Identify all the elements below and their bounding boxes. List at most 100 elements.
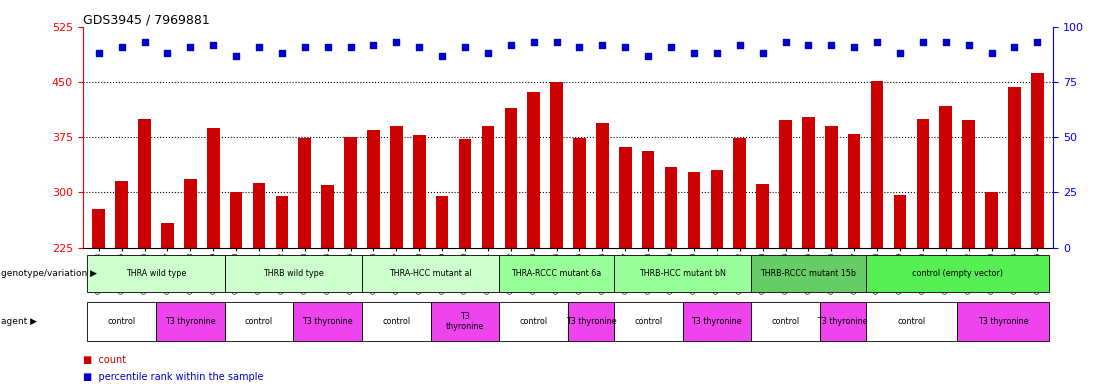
Point	[983, 50, 1000, 56]
Text: control: control	[520, 317, 548, 326]
Text: THRB-HCC mutant bN: THRB-HCC mutant bN	[639, 269, 726, 278]
Bar	[687, 172, 700, 248]
Text: control: control	[771, 317, 800, 326]
Bar	[344, 137, 357, 248]
Point	[640, 53, 657, 59]
Point	[753, 50, 771, 56]
Bar	[413, 135, 426, 248]
Bar	[825, 126, 837, 248]
Bar	[1008, 87, 1020, 248]
Point	[113, 44, 130, 50]
Bar	[751, 302, 820, 341]
Point	[479, 50, 496, 56]
Text: genotype/variation ▶: genotype/variation ▶	[1, 269, 97, 278]
Text: ■  count: ■ count	[83, 355, 126, 365]
Bar	[568, 302, 614, 341]
Text: THRA-HCC mutant al: THRA-HCC mutant al	[389, 269, 472, 278]
Text: control: control	[898, 317, 925, 326]
Bar	[751, 255, 866, 292]
Bar	[207, 128, 219, 248]
Point	[936, 39, 954, 45]
Bar	[893, 195, 907, 248]
Bar	[138, 119, 151, 248]
Bar	[276, 196, 288, 248]
Bar	[184, 179, 196, 248]
Bar	[93, 209, 105, 248]
Bar	[642, 151, 654, 248]
Text: THRB-RCCC mutant 15b: THRB-RCCC mutant 15b	[760, 269, 856, 278]
Bar	[321, 185, 334, 248]
Point	[777, 39, 794, 45]
Bar	[527, 92, 540, 248]
Bar	[293, 302, 362, 341]
Point	[525, 39, 543, 45]
Bar	[87, 255, 225, 292]
Point	[319, 44, 336, 50]
Point	[823, 41, 840, 48]
Bar	[940, 106, 952, 248]
Point	[548, 39, 566, 45]
Point	[891, 50, 909, 56]
Point	[1028, 39, 1046, 45]
Bar	[362, 255, 500, 292]
Bar	[779, 120, 792, 248]
Point	[433, 53, 451, 59]
Bar	[299, 138, 311, 248]
Bar	[870, 81, 884, 248]
Point	[90, 50, 108, 56]
Point	[182, 44, 200, 50]
Text: GDS3945 / 7969881: GDS3945 / 7969881	[83, 14, 210, 27]
Point	[800, 41, 817, 48]
Point	[457, 44, 474, 50]
Bar	[683, 302, 751, 341]
Bar	[866, 255, 1049, 292]
Bar	[866, 302, 957, 341]
Text: control (empty vector): control (empty vector)	[912, 269, 1003, 278]
Text: control: control	[383, 317, 410, 326]
Point	[960, 41, 977, 48]
Bar	[482, 126, 494, 248]
Point	[296, 44, 313, 50]
Point	[342, 44, 360, 50]
Bar	[367, 130, 379, 248]
Bar	[156, 302, 225, 341]
Point	[136, 39, 153, 45]
Bar	[733, 138, 746, 248]
Text: control: control	[108, 317, 136, 326]
Text: T3
thyronine: T3 thyronine	[446, 312, 484, 331]
Bar	[985, 192, 998, 248]
Bar	[757, 184, 769, 248]
Bar	[962, 120, 975, 248]
Bar	[253, 183, 266, 248]
Point	[593, 41, 611, 48]
Bar	[87, 302, 156, 341]
Point	[708, 50, 726, 56]
Bar	[550, 82, 563, 248]
Point	[387, 39, 405, 45]
Bar	[665, 167, 677, 248]
Bar	[225, 255, 362, 292]
Point	[868, 39, 886, 45]
Point	[731, 41, 749, 48]
Bar	[504, 108, 517, 248]
Bar	[848, 134, 860, 248]
Bar	[574, 138, 586, 248]
Text: T3 thyronine: T3 thyronine	[165, 317, 215, 326]
Bar	[596, 122, 609, 248]
Text: T3 thyronine: T3 thyronine	[817, 317, 868, 326]
Point	[685, 50, 703, 56]
Point	[502, 41, 520, 48]
Text: control: control	[634, 317, 662, 326]
Bar	[362, 302, 430, 341]
Point	[204, 41, 222, 48]
Bar	[116, 182, 128, 248]
Text: THRB wild type: THRB wild type	[263, 269, 323, 278]
Bar	[459, 139, 471, 248]
Bar	[436, 196, 449, 248]
Point	[159, 50, 176, 56]
Text: T3 thyronine: T3 thyronine	[566, 317, 617, 326]
Bar	[1031, 73, 1043, 248]
Text: THRA-RCCC mutant 6a: THRA-RCCC mutant 6a	[512, 269, 602, 278]
Bar	[225, 302, 293, 341]
Bar	[430, 302, 500, 341]
